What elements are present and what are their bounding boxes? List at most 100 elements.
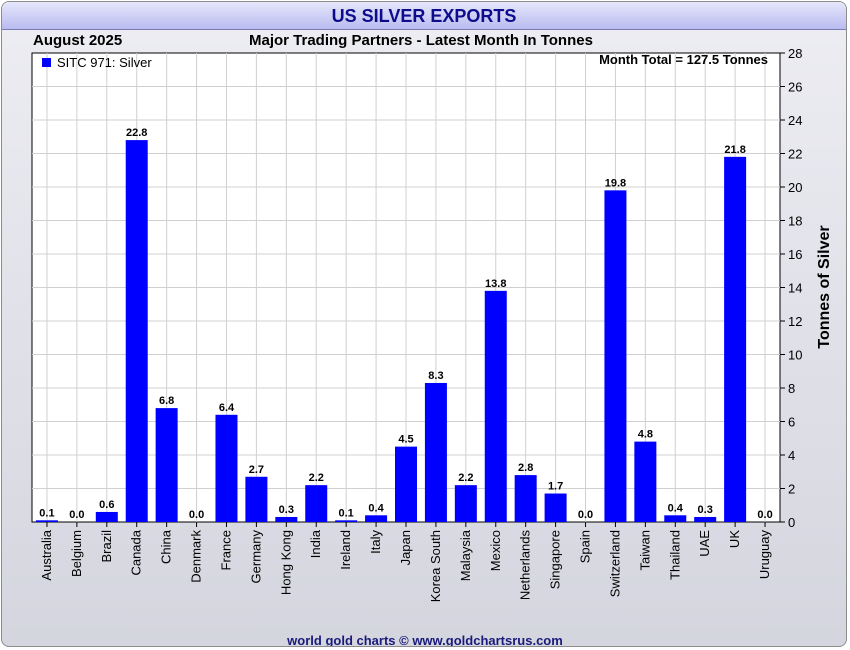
y-tick-label: 22: [788, 147, 802, 162]
x-tick-label: Belgium: [69, 530, 84, 577]
x-tick-label: Brazil: [99, 530, 114, 563]
data-label: 6.4: [219, 402, 235, 414]
bars: [35, 140, 747, 522]
y-tick-label: 26: [788, 80, 802, 95]
data-label: 0.1: [39, 507, 54, 519]
data-label: 0.4: [368, 502, 384, 514]
legend-swatch: [42, 58, 51, 67]
bar-malaysia: [454, 485, 477, 522]
y-tick-label: 24: [788, 113, 802, 128]
bar-singapore: [544, 493, 567, 522]
data-label: 0.0: [757, 509, 772, 521]
bar-canada: [125, 140, 148, 522]
y-tick-label: 20: [788, 180, 802, 195]
x-tick-label: Korea South: [428, 530, 443, 602]
data-label: 2.2: [309, 472, 324, 484]
y-tick-label: 12: [788, 314, 802, 329]
x-tick-label: Mexico: [488, 530, 503, 571]
y-tick-label: 14: [788, 281, 802, 296]
x-tick-label: Canada: [129, 529, 144, 575]
bar-brazil: [95, 511, 118, 522]
chart-title: US SILVER EXPORTS: [2, 2, 846, 30]
bar-japan: [395, 446, 417, 522]
bar-taiwan: [634, 441, 657, 522]
x-tick-label: Malaysia: [458, 529, 473, 581]
y-tick-label: 16: [788, 247, 802, 262]
y-tick-label: 4: [788, 448, 795, 463]
x-tick-label: China: [159, 529, 174, 564]
data-label: 2.2: [458, 472, 473, 484]
bar-switzerland: [604, 190, 627, 522]
data-label: 0.6: [99, 499, 114, 511]
data-label: 0.3: [279, 504, 294, 516]
bar-uk: [724, 156, 747, 522]
bar-italy: [365, 515, 388, 522]
data-label: 4.5: [398, 434, 413, 446]
x-tick-label: Ireland: [338, 530, 353, 570]
data-label: 0.1: [339, 507, 354, 519]
data-label: 8.3: [428, 370, 443, 382]
x-tick-label: Hong Kong: [278, 530, 293, 595]
bar-ireland: [335, 520, 358, 522]
x-tick-label: UAE: [697, 530, 712, 557]
x-tick-label: Uruguay: [757, 530, 772, 580]
bar-mexico: [484, 290, 507, 522]
data-label: 19.8: [605, 177, 626, 189]
x-tick-label: Switzerland: [607, 530, 622, 597]
x-tick-label: Spain: [578, 530, 593, 563]
period-label: August 2025: [33, 32, 123, 49]
x-tick-label: Italy: [368, 530, 383, 554]
data-labels: 0.1 0.0 0.6 22.8 6.8 0.0 6.4 2.7 0.3 2.2 0.1 0.4 4.5…: [39, 127, 772, 521]
y-tick-label: 28: [788, 46, 802, 61]
bar-uae: [694, 516, 717, 522]
data-label: 0.4: [668, 502, 684, 514]
x-tick-label: Singapore: [548, 530, 563, 589]
bar-korea-south: [424, 382, 447, 522]
data-label: 0.0: [69, 509, 84, 521]
month-total-annotation: Month Total = 127.5 Tonnes: [599, 52, 768, 67]
chart-subtitle: Major Trading Partners - Latest Month In…: [249, 32, 593, 49]
x-tick-label: India: [308, 529, 323, 558]
header-row: August 2025 Major Trading Partners - Lat…: [2, 30, 846, 52]
data-label: 1.7: [548, 481, 563, 493]
x-tick-label: Netherlands: [518, 530, 533, 601]
bar-australia: [35, 520, 58, 522]
bar-germany: [245, 476, 268, 522]
data-label: 2.8: [518, 462, 533, 474]
data-label: 2.7: [249, 464, 264, 476]
data-label: 0.0: [189, 509, 204, 521]
y-tick-label: 8: [788, 381, 795, 396]
bar-netherlands: [514, 475, 537, 522]
data-label: 6.8: [159, 395, 174, 407]
data-label: 4.8: [638, 429, 653, 441]
y-tick-label: 0: [788, 515, 795, 530]
y-axis-label: Tonnes of Silver: [816, 225, 833, 348]
data-label: 13.8: [485, 278, 506, 290]
legend: SITC 971: Silver: [42, 55, 152, 70]
data-label: 22.8: [126, 127, 147, 139]
bar-india: [305, 485, 328, 522]
bar-hong-kong: [275, 516, 298, 522]
x-tick-label: UK: [727, 530, 742, 548]
x-tick-label: Taiwan: [637, 530, 652, 570]
y-tick-label: 6: [788, 415, 795, 430]
x-tick-label: Germany: [248, 530, 263, 584]
x-tick-label: Thailand: [667, 530, 682, 580]
bar-thailand: [664, 515, 687, 522]
x-tick-label: France: [218, 530, 233, 570]
x-tick-label: Denmark: [189, 530, 204, 583]
bar-china: [155, 408, 178, 522]
y-tick-label: 18: [788, 214, 802, 229]
x-axis: Australia Belgium Brazil Canada China Denmark…: [39, 522, 772, 602]
data-label: 0.0: [578, 509, 593, 521]
footer-credit: world gold charts © www.goldchartsrus.co…: [287, 633, 563, 647]
y-tick-label: 10: [788, 348, 802, 363]
y-tick-label: 2: [788, 482, 795, 497]
x-tick-label: Australia: [39, 529, 54, 580]
data-label: 21.8: [724, 144, 745, 156]
legend-entry: SITC 971: Silver: [57, 55, 152, 70]
x-tick-label: Japan: [398, 530, 413, 565]
